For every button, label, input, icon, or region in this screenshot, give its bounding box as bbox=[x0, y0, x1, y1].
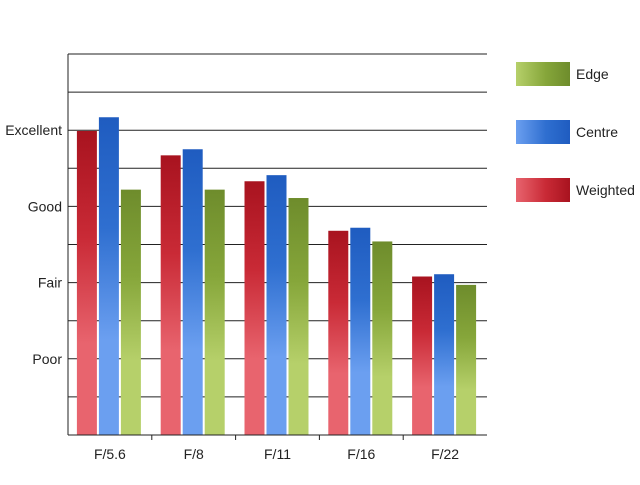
bar-centre-2 bbox=[266, 175, 287, 435]
bar-weighted-2 bbox=[244, 181, 265, 435]
x-tick-label: F/5.6 bbox=[94, 446, 126, 462]
legend-label-edge: Edge bbox=[576, 66, 609, 82]
y-tick-label: Excellent bbox=[5, 122, 62, 138]
bars bbox=[76, 117, 477, 435]
bar-edge-4 bbox=[456, 284, 477, 435]
x-tick-label: F/8 bbox=[184, 446, 204, 462]
bar-weighted-4 bbox=[412, 276, 433, 435]
bar-centre-3 bbox=[350, 227, 371, 435]
x-tick-label: F/16 bbox=[347, 446, 375, 462]
bar-weighted-0 bbox=[76, 130, 97, 435]
legend-label-weighted: Weighted bbox=[576, 182, 635, 198]
bar-centre-4 bbox=[434, 274, 455, 435]
bar-edge-2 bbox=[288, 198, 309, 435]
legend-swatch-centre bbox=[516, 120, 570, 144]
bar-weighted-1 bbox=[160, 155, 181, 435]
x-tick-label: F/22 bbox=[431, 446, 459, 462]
legend-swatch-edge bbox=[516, 62, 570, 86]
y-tick-label: Poor bbox=[32, 351, 62, 367]
x-tick-label: F/11 bbox=[264, 446, 291, 462]
bar-edge-3 bbox=[372, 241, 393, 435]
bar-weighted-3 bbox=[328, 230, 349, 435]
bar-centre-1 bbox=[182, 149, 203, 435]
legend-swatch-weighted bbox=[516, 178, 570, 202]
y-tick-label: Good bbox=[28, 198, 62, 214]
bar-centre-0 bbox=[98, 117, 119, 435]
y-tick-label: Fair bbox=[38, 275, 62, 291]
legend-label-centre: Centre bbox=[576, 124, 618, 140]
bar-edge-0 bbox=[120, 189, 141, 435]
tick-labels: F/5.6 F/8 F/11 F/16 F/22 Poor Fair Good Excellen… bbox=[5, 122, 459, 462]
legend: Edge Centre Weighted bbox=[516, 62, 635, 202]
axes bbox=[67, 54, 487, 440]
bar-edge-1 bbox=[204, 189, 225, 435]
